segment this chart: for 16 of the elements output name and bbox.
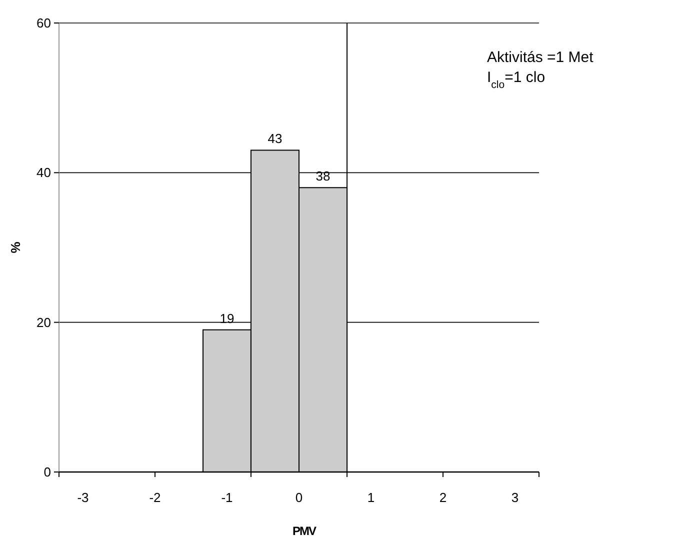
y-tick-label: 20 — [36, 314, 51, 330]
x-tick-label: -2 — [149, 490, 161, 505]
y-tick-label: 60 — [36, 16, 51, 30]
annotation: I$_{clo}$=1 clo — [487, 69, 546, 91]
data-label: 43 — [268, 131, 282, 146]
x-axis-title: PMV — [292, 524, 316, 538]
x-tick-label: -1 — [221, 490, 233, 505]
annotation: Aktivitás =1 Met — [487, 49, 594, 66]
x-tick-label: 1 — [367, 490, 375, 505]
x-tick-label: 3 — [511, 490, 519, 505]
x-tick-label: 2 — [439, 490, 447, 505]
x-tick-label: -3 — [77, 490, 89, 505]
y-axis-title: % — [8, 241, 23, 254]
y-tick-label: 0 — [44, 464, 51, 480]
x-tick-label: 0 — [295, 490, 303, 505]
y-tick-label: 40 — [36, 165, 51, 180]
